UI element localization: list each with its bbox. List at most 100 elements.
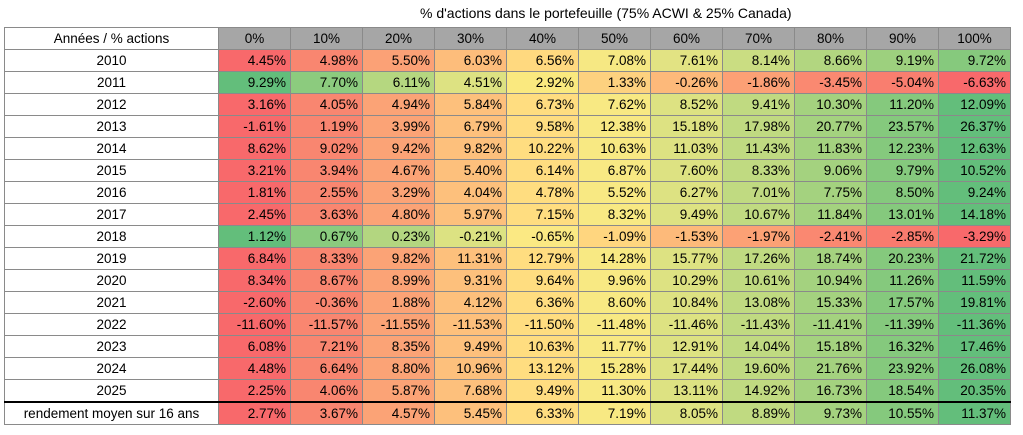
- table-cell: -2.85%: [866, 225, 939, 248]
- table-row: 2012 3.16% 4.05% 4.94% 5.84% 6.73% 7.62% 8.52% 9…: [4, 93, 1011, 116]
- table-cell: 4.57%: [362, 401, 435, 425]
- table-cell: 8.62%: [218, 137, 291, 160]
- table-cell: 14.04%: [722, 335, 795, 358]
- table-cell: 9.49%: [434, 335, 507, 358]
- column-header: 30%: [434, 27, 507, 50]
- table-cell: 15.28%: [578, 357, 651, 380]
- row-header: 2012: [4, 93, 219, 116]
- table-cell: 5.40%: [434, 159, 507, 182]
- table-cell: 4.78%: [506, 181, 579, 204]
- table-cell: 1.12%: [218, 225, 291, 248]
- table-cell: 9.73%: [794, 401, 867, 425]
- table-cell: 2.45%: [218, 203, 291, 226]
- column-header: 20%: [362, 27, 435, 50]
- table-row: 2021 -2.60% -0.36% 1.88% 4.12% 6.36% 8.60% 10.8…: [4, 291, 1011, 314]
- table-cell: 2.55%: [290, 181, 363, 204]
- table-cell: 0.23%: [362, 225, 435, 248]
- table-cell: 12.79%: [506, 247, 579, 270]
- table-cell: 6.14%: [506, 159, 579, 182]
- table-cell: 7.75%: [794, 181, 867, 204]
- table-cell: 11.37%: [938, 401, 1011, 425]
- table-cell: 12.63%: [938, 137, 1011, 160]
- table-cell: 9.64%: [506, 269, 579, 292]
- table-row: 2011 9.29% 7.70% 6.11% 4.51% 2.92% 1.33% -0.26%…: [4, 71, 1011, 94]
- table-cell: -5.04%: [866, 71, 939, 94]
- table-cell: 9.96%: [578, 269, 651, 292]
- table-cell: 10.29%: [650, 269, 723, 292]
- table-cell: 15.77%: [650, 247, 723, 270]
- table-cell: 13.11%: [650, 379, 723, 403]
- table-cell: 11.20%: [866, 93, 939, 116]
- table-cell: 9.49%: [506, 379, 579, 403]
- table-cell: 9.49%: [650, 203, 723, 226]
- table-cell: 20.23%: [866, 247, 939, 270]
- table-cell: 4.06%: [290, 379, 363, 403]
- table-cell: 3.94%: [290, 159, 363, 182]
- table-cell: 20.77%: [794, 115, 867, 138]
- table-cell: 5.84%: [434, 93, 507, 116]
- table-cell: 8.67%: [290, 269, 363, 292]
- table-cell: -11.46%: [650, 313, 723, 336]
- table-cell: -11.48%: [578, 313, 651, 336]
- table-cell: 7.21%: [290, 335, 363, 358]
- table-cell: -6.63%: [938, 71, 1011, 94]
- table-cell: 14.28%: [578, 247, 651, 270]
- column-header: 50%: [578, 27, 651, 50]
- row-header: 2011: [4, 71, 219, 94]
- table-cell: 9.41%: [722, 93, 795, 116]
- column-header: 90%: [866, 27, 939, 50]
- table-cell: 9.58%: [506, 115, 579, 138]
- table-row: 2016 1.81% 2.55% 3.29% 4.04% 4.78% 5.52% 6.27% 7…: [4, 181, 1011, 204]
- table-cell: 3.16%: [218, 93, 291, 116]
- row-header: 2016: [4, 181, 219, 204]
- table-cell: 7.68%: [434, 379, 507, 403]
- row-header: 2014: [4, 137, 219, 160]
- table-cell: 10.55%: [866, 401, 939, 425]
- table-cell: 10.96%: [434, 357, 507, 380]
- table-cell: 11.26%: [866, 269, 939, 292]
- table-cell: 8.80%: [362, 357, 435, 380]
- row-header: 2022: [4, 313, 219, 336]
- table-cell: 7.60%: [650, 159, 723, 182]
- table-cell: 8.32%: [578, 203, 651, 226]
- table-cell: 20.35%: [938, 379, 1011, 403]
- table-cell: 9.02%: [290, 137, 363, 160]
- table-cell: 12.38%: [578, 115, 651, 138]
- table-cell: -11.50%: [506, 313, 579, 336]
- table-cell: 11.83%: [794, 137, 867, 160]
- table-cell: 8.14%: [722, 49, 795, 72]
- table-cell: -3.45%: [794, 71, 867, 94]
- table-cell: 6.64%: [290, 357, 363, 380]
- table-cell: 9.42%: [362, 137, 435, 160]
- table-row: 2017 2.45% 3.63% 4.80% 5.97% 7.15% 8.32% 9.49% 1…: [4, 203, 1011, 226]
- table-cell: 9.19%: [866, 49, 939, 72]
- table-cell: 3.29%: [362, 181, 435, 204]
- table-cell: 3.21%: [218, 159, 291, 182]
- table-cell: 11.77%: [578, 335, 651, 358]
- table-cell: -11.41%: [794, 313, 867, 336]
- row-header: 2025: [4, 379, 219, 403]
- table-cell: 2.92%: [506, 71, 579, 94]
- table-row: 2015 3.21% 3.94% 4.67% 5.40% 6.14% 6.87% 7.60% 8…: [4, 159, 1011, 182]
- table-cell: 21.72%: [938, 247, 1011, 270]
- column-header: 40%: [506, 27, 579, 50]
- returns-table: Années / % actions 0% 10% 20% 30% 40% 50…: [4, 27, 1011, 425]
- row-header: 2010: [4, 49, 219, 72]
- table-row: 2014 8.62% 9.02% 9.42% 9.82% 10.22% 10.63% 11.0…: [4, 137, 1011, 160]
- table-cell: 18.74%: [794, 247, 867, 270]
- table-row: 2024 4.48% 6.64% 8.80% 10.96% 13.12% 15.28% 17.…: [4, 357, 1011, 380]
- row-header: 2019: [4, 247, 219, 270]
- table-cell: 9.82%: [362, 247, 435, 270]
- table-cell: 3.67%: [290, 401, 363, 425]
- table-cell: 1.88%: [362, 291, 435, 314]
- table-cell: 6.56%: [506, 49, 579, 72]
- table-row: 2010 4.45% 4.98% 5.50% 6.03% 6.56% 7.08% 7.61% 8…: [4, 49, 1011, 72]
- table-cell: 1.81%: [218, 181, 291, 204]
- table-cell: 8.35%: [362, 335, 435, 358]
- table-cell: 6.87%: [578, 159, 651, 182]
- column-header: 10%: [290, 27, 363, 50]
- table-cell: 10.84%: [650, 291, 723, 314]
- table-cell: -11.60%: [218, 313, 291, 336]
- table-cell: 4.05%: [290, 93, 363, 116]
- table-cell: 26.37%: [938, 115, 1011, 138]
